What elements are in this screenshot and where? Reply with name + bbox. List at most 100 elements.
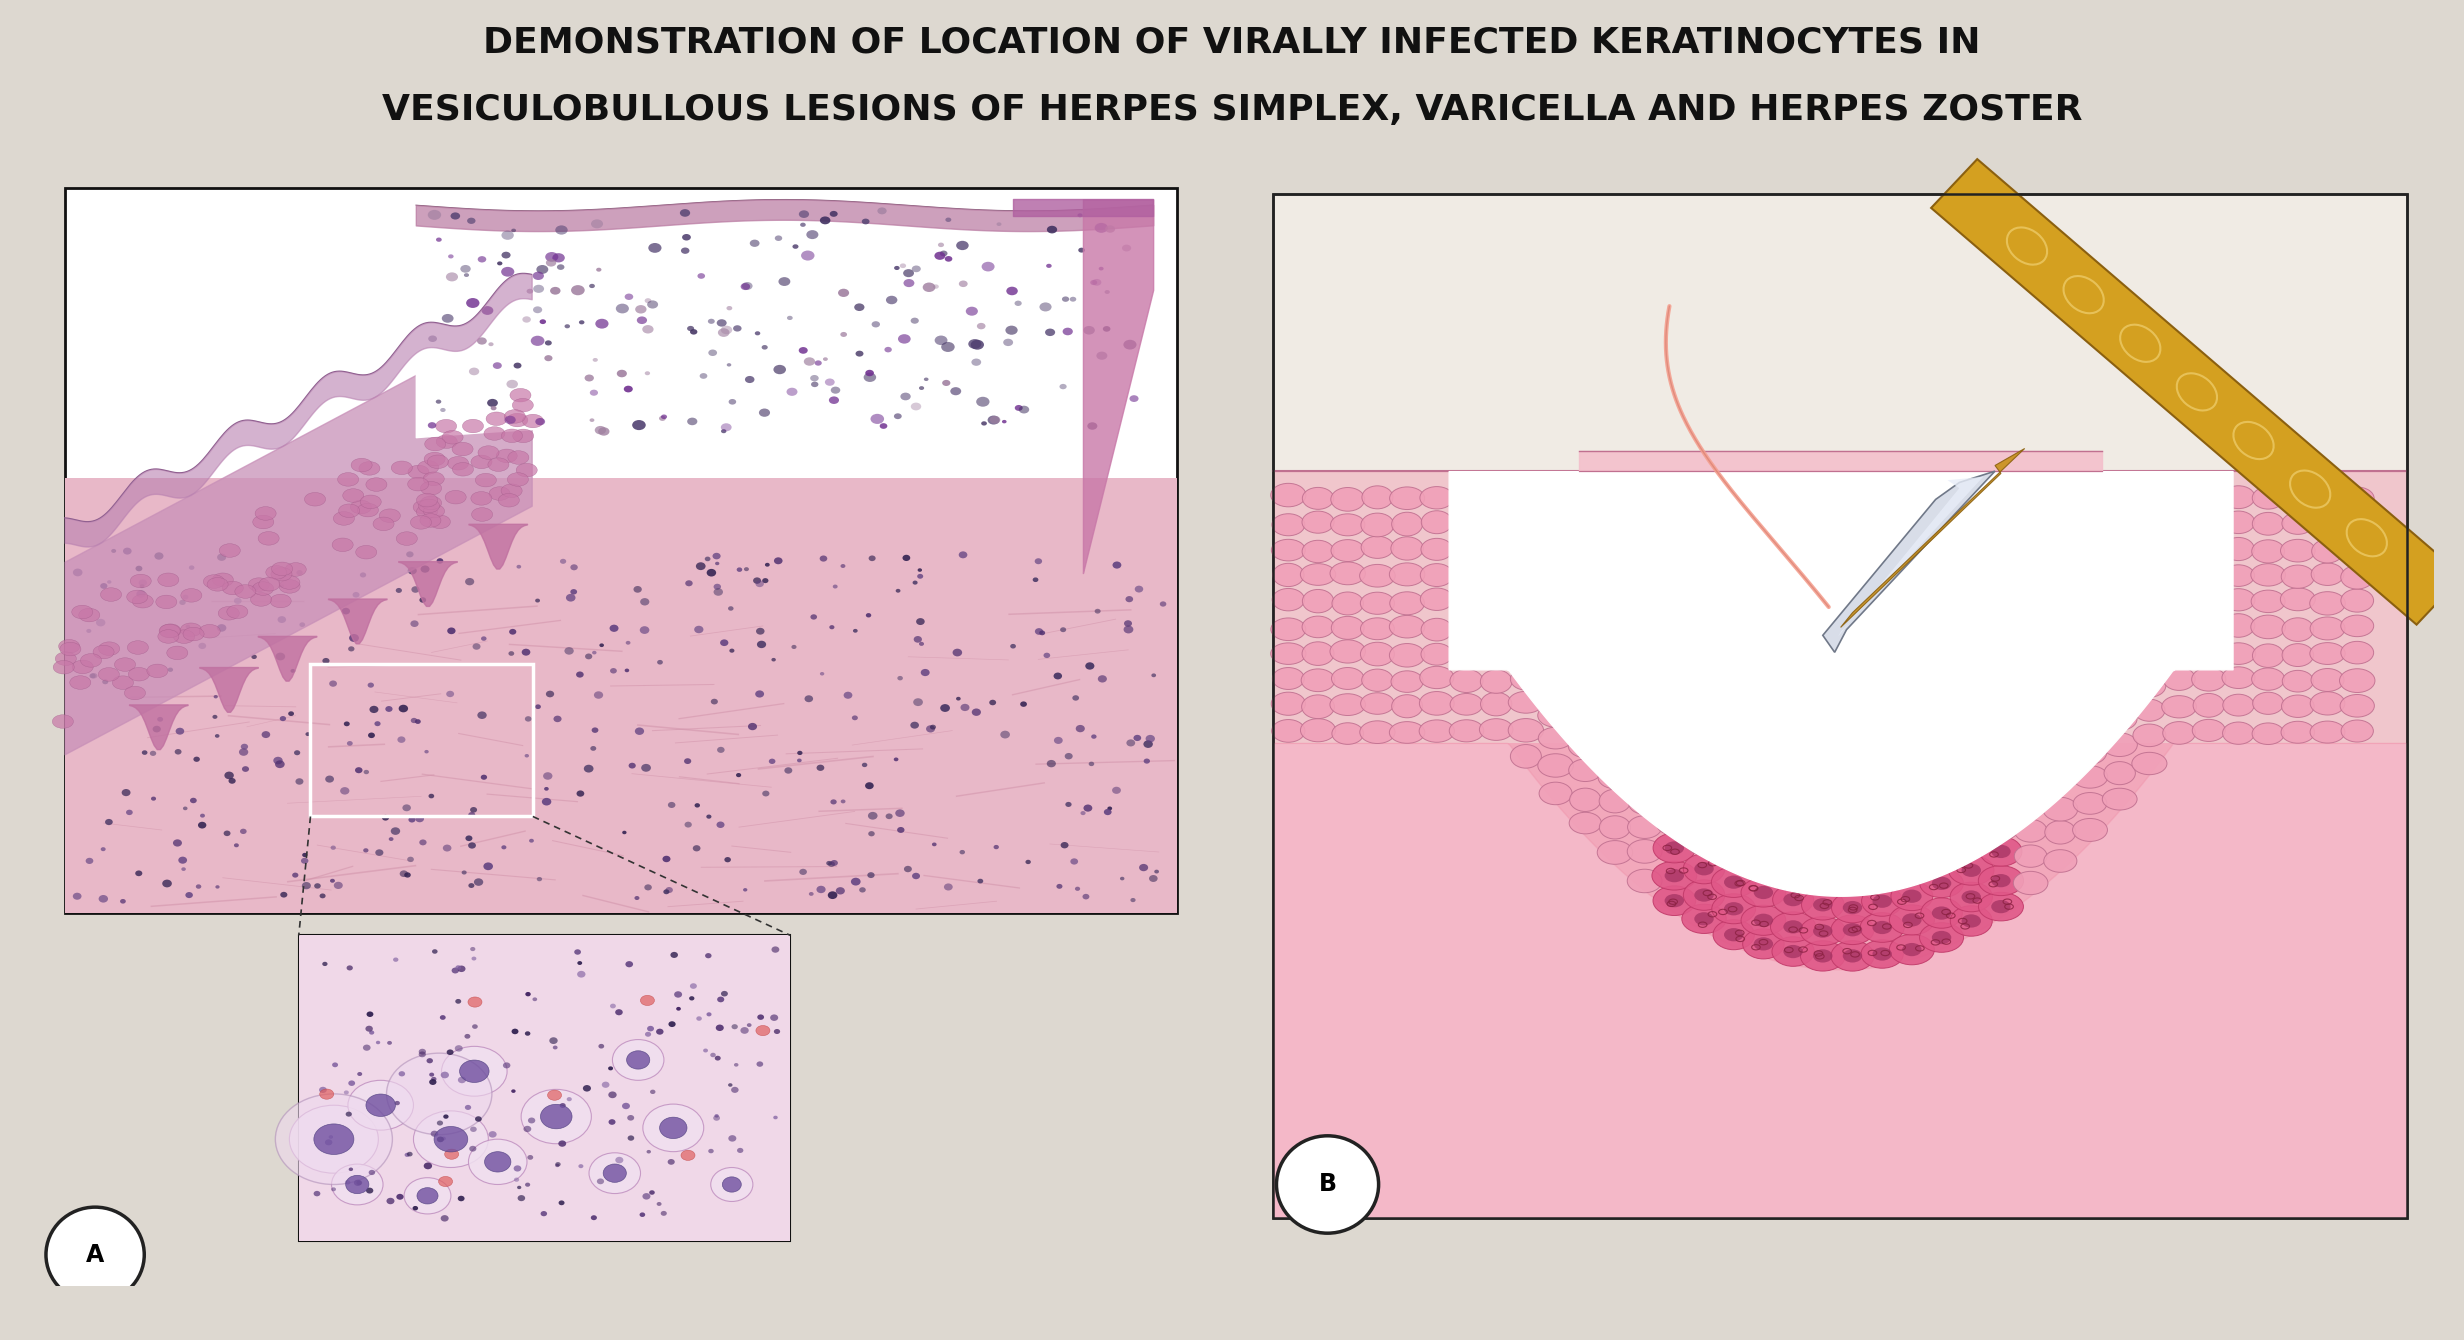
Ellipse shape (1860, 913, 1905, 942)
Ellipse shape (729, 649, 734, 653)
Ellipse shape (995, 222, 1000, 226)
Ellipse shape (1865, 863, 1900, 887)
Ellipse shape (1082, 894, 1089, 899)
Ellipse shape (784, 768, 793, 773)
Ellipse shape (2013, 766, 2048, 789)
Ellipse shape (816, 765, 825, 770)
Ellipse shape (530, 839, 535, 843)
Ellipse shape (941, 342, 954, 352)
Ellipse shape (1754, 914, 1774, 927)
Ellipse shape (1360, 693, 1395, 714)
Ellipse shape (2252, 667, 2284, 690)
Ellipse shape (2282, 618, 2314, 642)
Ellipse shape (2252, 486, 2284, 509)
Ellipse shape (330, 846, 335, 850)
Ellipse shape (498, 493, 520, 507)
Ellipse shape (517, 565, 522, 568)
Ellipse shape (229, 779, 237, 784)
Ellipse shape (1777, 552, 1809, 574)
Ellipse shape (1688, 780, 1720, 803)
Ellipse shape (668, 1021, 675, 1026)
Ellipse shape (904, 269, 914, 277)
Ellipse shape (1725, 929, 1745, 941)
Ellipse shape (2075, 610, 2107, 632)
Ellipse shape (2045, 587, 2077, 610)
Ellipse shape (1303, 488, 1333, 509)
Ellipse shape (1838, 507, 1868, 528)
Ellipse shape (939, 243, 944, 247)
Ellipse shape (1717, 795, 1752, 817)
Ellipse shape (133, 595, 153, 608)
Ellipse shape (205, 575, 224, 588)
Ellipse shape (429, 210, 441, 220)
Ellipse shape (1717, 687, 1749, 712)
Ellipse shape (106, 819, 113, 825)
Ellipse shape (466, 835, 473, 842)
Ellipse shape (513, 1166, 522, 1171)
Ellipse shape (904, 279, 914, 287)
Ellipse shape (407, 856, 414, 862)
Ellipse shape (367, 682, 375, 687)
Ellipse shape (1865, 631, 1897, 654)
Ellipse shape (1449, 567, 1483, 588)
Ellipse shape (737, 567, 742, 572)
Ellipse shape (1451, 642, 1483, 665)
Ellipse shape (707, 319, 715, 324)
Ellipse shape (2072, 819, 2107, 842)
Ellipse shape (917, 618, 924, 624)
Ellipse shape (1895, 856, 1929, 879)
Ellipse shape (1629, 556, 1661, 579)
Ellipse shape (958, 551, 968, 559)
Polygon shape (1838, 477, 1984, 636)
Ellipse shape (239, 748, 249, 756)
Ellipse shape (54, 653, 76, 666)
Ellipse shape (1126, 596, 1133, 602)
Ellipse shape (756, 641, 766, 649)
Ellipse shape (522, 1089, 591, 1144)
Ellipse shape (1895, 728, 1927, 749)
Ellipse shape (143, 750, 148, 754)
Ellipse shape (1954, 623, 1988, 647)
Ellipse shape (1863, 886, 1902, 917)
Ellipse shape (2193, 720, 2225, 741)
Ellipse shape (1688, 492, 1720, 515)
Ellipse shape (1924, 744, 1959, 765)
Ellipse shape (2193, 591, 2225, 615)
Ellipse shape (1629, 636, 1661, 658)
Ellipse shape (557, 264, 564, 269)
Ellipse shape (458, 1076, 466, 1083)
Ellipse shape (1567, 734, 1602, 757)
Ellipse shape (2309, 484, 2346, 507)
Ellipse shape (564, 324, 569, 328)
Ellipse shape (347, 1080, 414, 1130)
Ellipse shape (1865, 552, 1900, 574)
Ellipse shape (1599, 632, 1631, 655)
Ellipse shape (611, 1004, 616, 1009)
Ellipse shape (1836, 662, 1868, 683)
Ellipse shape (722, 423, 732, 431)
Ellipse shape (468, 883, 476, 888)
Ellipse shape (1895, 548, 1929, 570)
Ellipse shape (1836, 584, 1870, 607)
Ellipse shape (976, 397, 991, 407)
Ellipse shape (1747, 646, 1781, 669)
Ellipse shape (1301, 695, 1335, 718)
Ellipse shape (675, 992, 683, 998)
Ellipse shape (306, 732, 310, 736)
Ellipse shape (2013, 484, 2048, 505)
Ellipse shape (2223, 722, 2255, 744)
Ellipse shape (2193, 512, 2225, 535)
Ellipse shape (384, 706, 392, 712)
Ellipse shape (744, 888, 747, 891)
Ellipse shape (1000, 730, 1010, 738)
Ellipse shape (1688, 519, 1720, 540)
Ellipse shape (1806, 480, 1838, 501)
Ellipse shape (754, 331, 761, 335)
Ellipse shape (668, 1159, 675, 1164)
Ellipse shape (599, 643, 604, 647)
Ellipse shape (1806, 738, 1841, 760)
Ellipse shape (444, 844, 451, 851)
Ellipse shape (2131, 543, 2166, 565)
Ellipse shape (2341, 720, 2373, 742)
Ellipse shape (1271, 513, 1306, 536)
